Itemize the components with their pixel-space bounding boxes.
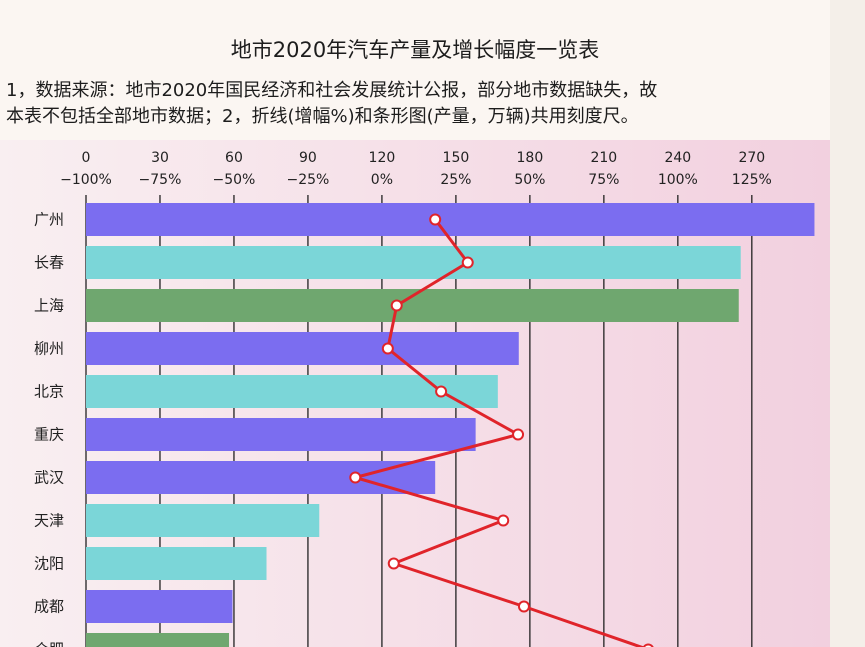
category-labels: 广州长春上海柳州北京重庆武汉天津沈阳成都合肥 [34,211,64,647]
bar [86,332,519,365]
tick-label-growth: 0% [371,172,393,188]
growth-point [517,600,530,613]
tick-label-production: 150 [443,150,470,166]
bar [86,418,476,451]
tick-label-production: 270 [738,150,765,166]
tick-label-growth: −75% [139,172,182,188]
growth-point [512,428,525,441]
bar [86,289,739,322]
tick-label-growth: 50% [514,172,545,188]
growth-point [435,385,448,398]
category-label: 柳州 [34,340,64,358]
tick-label-growth: −25% [287,172,330,188]
tick-label-production: 60 [225,150,243,166]
tick-label-production: 0 [82,150,91,166]
category-label: 天津 [34,512,64,530]
tick-label-production: 120 [369,150,396,166]
note-line-2: 本表不包括全部地市数据；2，折线(增幅%)和条形图(产量，万辆)共用刻度尺。 [6,106,639,127]
category-label: 上海 [34,297,64,315]
category-label: 沈阳 [34,555,64,573]
bars [86,203,815,647]
bar [86,246,741,279]
tick-label-production: 210 [590,150,617,166]
growth-point [642,643,654,647]
category-label: 合肥 [34,641,64,647]
bar [86,590,233,623]
category-label: 广州 [34,211,64,229]
growth-point [349,471,362,484]
bar [86,504,320,537]
tick-label-growth: 75% [588,172,619,188]
category-label: 成都 [34,598,64,616]
growth-point [461,256,474,269]
growth-point [429,213,442,226]
tick-label-growth: −50% [213,172,256,188]
growth-point [381,342,394,355]
tick-label-production: 90 [299,150,317,166]
growth-point [387,557,400,570]
growth-line [349,213,654,647]
category-label: 北京 [34,383,64,401]
bar [86,203,815,236]
tick-label-production: 240 [664,150,691,166]
note-line-1: 1，数据来源：地市2020年国民经济和社会发展统计公报，部分地市数据缺失，故 [6,80,658,101]
chart-note: 1，数据来源：地市2020年国民经济和社会发展统计公报，部分地市数据缺失，故 本… [6,78,816,130]
category-label: 武汉 [34,469,64,487]
category-label: 长春 [34,254,64,272]
growth-point [390,299,403,312]
tick-label-production: 30 [151,150,169,166]
category-label: 重庆 [34,426,64,444]
tick-label-production: 180 [517,150,544,166]
bar [86,633,230,647]
bar [86,461,436,494]
tick-label-growth: 125% [732,172,772,188]
tick-label-growth: −100% [60,172,112,188]
tick-label-growth: 100% [658,172,698,188]
chart-title: 地市2020年汽车产量及增长幅度一览表 [230,38,600,62]
bar [86,547,267,580]
axis-ticks: 0 −100% 30 −75% 60 −50% 90 −25% 120 0% 150 25% 180 50… [60,150,772,188]
tick-label-growth: 25% [440,172,471,188]
growth-point [497,514,510,527]
